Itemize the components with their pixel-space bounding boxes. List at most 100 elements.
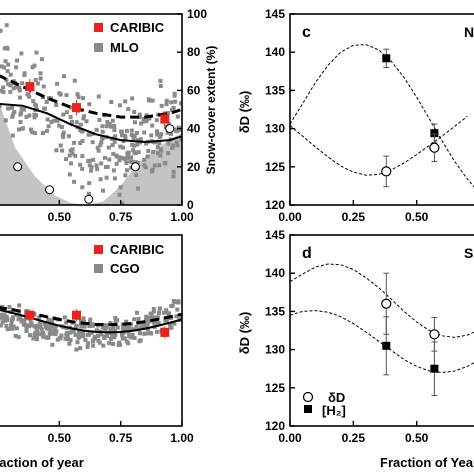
mlo-point [155, 132, 160, 137]
plot-frame [289, 13, 474, 206]
mlo-point [157, 134, 162, 139]
cgo-point [11, 316, 15, 321]
mlo-point [72, 179, 77, 184]
mlo-point [96, 94, 101, 99]
caribic-point [25, 310, 35, 320]
mlo-point [142, 130, 147, 135]
mlo-point [90, 140, 95, 145]
cgo-point [138, 338, 143, 343]
cgo-point [71, 329, 76, 334]
x-tick-label: 0.50 [48, 210, 72, 224]
cgo-point [80, 334, 84, 339]
cgo-point [113, 332, 118, 337]
mlo-point [69, 105, 73, 110]
mlo-point [171, 174, 176, 179]
y2-tick-label: 80 [187, 45, 201, 59]
cgo-point [145, 327, 150, 332]
cgo-point [154, 329, 159, 334]
cgo-point [0, 312, 4, 317]
mlo-point [87, 132, 92, 137]
data-markers [13, 78, 175, 204]
mlo-point [70, 151, 75, 156]
cgo-point [35, 337, 39, 342]
cgo-point [16, 335, 21, 340]
cgo-point [121, 330, 126, 335]
cgo-point [169, 325, 174, 330]
mlo-point [61, 112, 66, 117]
cgo-point [145, 331, 150, 336]
cgo-point [151, 306, 156, 311]
cgo-point [88, 317, 93, 322]
cgo-point [127, 334, 132, 339]
mlo-point [81, 116, 86, 121]
mlo-point [69, 121, 74, 126]
mlo-point [135, 138, 140, 143]
x-tick-label: 1.00 [170, 431, 194, 445]
mlo-point [159, 132, 164, 137]
cgo-point [147, 315, 152, 320]
y2-tick-label: 40 [187, 122, 201, 136]
y2-tick-label: 0 [187, 198, 194, 212]
mlo-point [58, 92, 63, 97]
mlo-point [138, 137, 143, 142]
cgo-point [163, 318, 168, 323]
cgo-point [145, 323, 150, 328]
mlo-point [136, 186, 140, 191]
mlo-point [172, 93, 177, 98]
cgo-point [112, 335, 117, 340]
mlo-point [38, 76, 43, 81]
mlo-point [125, 168, 129, 173]
cgo-point [126, 326, 131, 331]
mlo-point [165, 130, 170, 135]
mlo-point [97, 118, 102, 122]
panel-d: 0.00 0.25 0.50 120 125 130 135 140 145 d S δD (‰… [237, 228, 474, 470]
mlo-point [109, 100, 114, 104]
cgo-point [144, 319, 149, 324]
dd-point [429, 329, 440, 340]
snow-cover-point [165, 124, 175, 134]
mlo-point [150, 167, 155, 172]
mlo-point [64, 157, 68, 162]
cgo-point [47, 332, 52, 336]
cgo-point [101, 343, 106, 348]
y2-axis-label: Snow-cover extent (%) [204, 46, 218, 175]
cgo-point [111, 325, 116, 330]
y-tick-label: 135 [265, 304, 285, 318]
cgo-point [110, 333, 115, 338]
mlo-point [3, 118, 8, 123]
mlo-point [34, 103, 39, 108]
cgo-point [130, 332, 135, 337]
cgo-point [179, 315, 182, 320]
cgo-point [92, 334, 97, 339]
dd-point [381, 298, 392, 309]
cgo-point [41, 330, 45, 335]
mlo-point [30, 130, 35, 135]
fit-curve [290, 116, 468, 176]
mlo-point [87, 191, 91, 196]
mlo-point [18, 95, 22, 100]
cgo-point [82, 324, 87, 329]
mlo-point [171, 169, 176, 174]
y-tick-label: 125 [265, 381, 285, 395]
mlo-point [110, 143, 115, 148]
mlo-point [78, 162, 83, 167]
cgo-point [31, 336, 36, 341]
legend-marker-dd [302, 391, 314, 403]
mlo-point [137, 114, 142, 119]
mlo-point [10, 114, 15, 119]
cgo-point [117, 340, 122, 345]
y-tick-label: 140 [265, 266, 285, 280]
mlo-point [149, 133, 154, 138]
mlo-point [158, 78, 163, 83]
legend-swatch-caribic [94, 245, 103, 254]
mlo-point [170, 145, 175, 150]
cgo-point [59, 333, 64, 338]
cgo-point [24, 329, 29, 333]
mlo-point [35, 81, 40, 86]
mlo-point [109, 124, 113, 129]
panel-b: 0.50 0.75 1.00 CARIBIC CGO Fraction of yea… [0, 234, 194, 470]
mlo-point [112, 176, 117, 181]
mlo-point [130, 96, 135, 101]
cgo-point [108, 336, 113, 341]
cgo-point [176, 299, 181, 304]
